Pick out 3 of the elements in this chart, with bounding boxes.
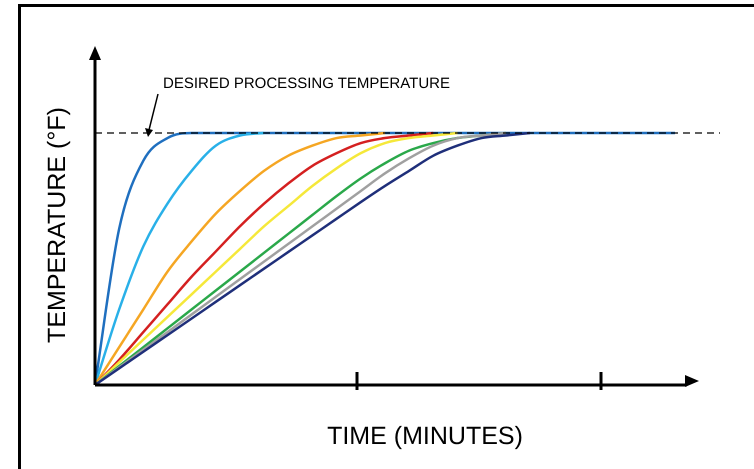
y-axis-title: TEMPERATURE (°F) xyxy=(42,107,71,343)
text: DESIRED PROCESSING TEMPERATURE xyxy=(163,75,450,92)
x-axis-title: TIME (MINUTES) xyxy=(327,422,523,450)
